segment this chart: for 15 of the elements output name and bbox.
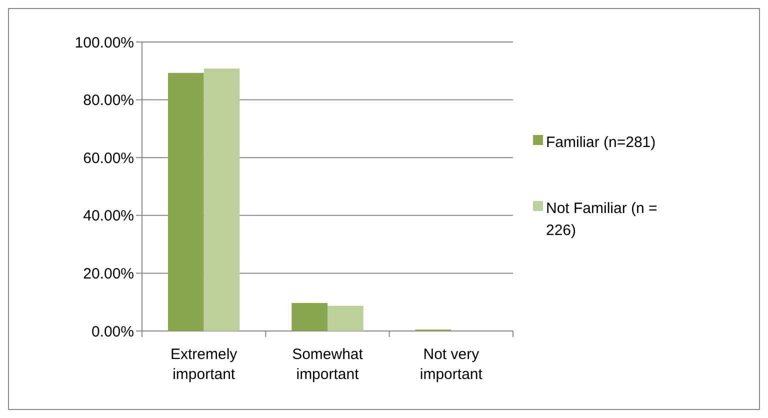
y-tick-label: 100.00% (74, 34, 134, 52)
y-tick-label: 20.00% (83, 265, 134, 282)
x-tick-label: Not very important (420, 346, 484, 383)
x-tick-label: Extremely important (170, 346, 238, 383)
legend-label: Familiar (n=281) (546, 134, 656, 151)
y-tick-label: 80.00% (83, 92, 134, 110)
x-tick-label: Somewhat important (292, 346, 364, 383)
bar (168, 72, 204, 331)
legend-label: Not Familiar (n = 226) (546, 200, 658, 239)
y-tick-label: 60.00% (83, 150, 134, 167)
bar (328, 306, 364, 331)
y-tick-label: 40.00% (83, 208, 134, 225)
bar (292, 302, 328, 331)
y-tick-label: 0.00% (91, 323, 134, 340)
bar (204, 68, 240, 331)
